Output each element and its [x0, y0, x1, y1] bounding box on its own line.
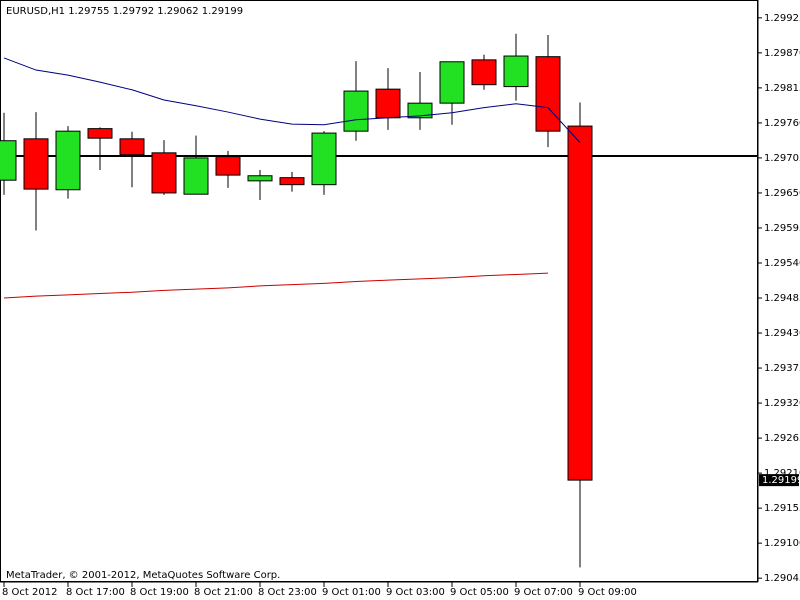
y-tick-label: 1.29760: [764, 118, 800, 129]
y-tick-label: 1.29210: [764, 468, 800, 479]
candle-body: [407, 102, 433, 119]
candle-body: [183, 157, 209, 195]
moving-average-line: [3, 57, 581, 143]
x-tick-label: 9 Oct 09:00: [578, 587, 637, 598]
candle-body: [439, 61, 465, 104]
candle-body: [215, 156, 241, 176]
candle-body: [567, 125, 593, 481]
y-tick-label: 1.29155: [764, 503, 800, 514]
chart-title: EURUSD,H1 1.29755 1.29792 1.29062 1.2919…: [6, 6, 243, 17]
y-tick-label: 1.29100: [764, 538, 800, 549]
candle-body: [503, 55, 529, 88]
candle-body: [23, 138, 49, 190]
price-label: 1.29199: [762, 475, 800, 486]
y-tick-label: 1.29650: [764, 188, 800, 199]
candle-body: [55, 130, 81, 191]
y-tick-label: 1.29045: [764, 573, 800, 584]
x-tick-label: 9 Oct 07:00: [514, 587, 573, 598]
x-tick-label: 8 Oct 17:00: [66, 587, 125, 598]
candle-body: [0, 140, 17, 181]
x-tick-label: 9 Oct 01:00: [322, 587, 381, 598]
watermark: MetaTrader, © 2001-2012, MetaQuotes Soft…: [6, 570, 280, 581]
candle-body: [311, 132, 337, 186]
y-tick-label: 1.29430: [764, 328, 800, 339]
candle-body: [87, 128, 113, 139]
price-label-box: [759, 474, 799, 487]
y-tick-label: 1.29595: [764, 223, 800, 234]
y-tick-label: 1.29265: [764, 433, 800, 444]
candle-body: [279, 177, 305, 186]
x-tick-label: 9 Oct 05:00: [450, 587, 509, 598]
y-tick-label: 1.29375: [764, 363, 800, 374]
candle-body: [343, 90, 369, 132]
y-tick-label: 1.29815: [764, 83, 800, 94]
x-tick-label: 9 Oct 03:00: [386, 587, 445, 598]
x-tick-label: 8 Oct 2012: [2, 587, 57, 598]
y-tick-label: 1.29705: [764, 153, 800, 164]
moving-average-line: [3, 272, 549, 299]
plot-frame: [0, 0, 758, 582]
y-tick-label: 1.29320: [764, 398, 800, 409]
y-tick-label: 1.29925: [764, 13, 800, 24]
candle-body: [375, 88, 401, 119]
x-tick-label: 8 Oct 19:00: [130, 587, 189, 598]
candle-body: [535, 56, 561, 132]
candle-body: [151, 152, 177, 194]
y-tick-label: 1.29485: [764, 293, 800, 304]
y-tick-label: 1.29870: [764, 48, 800, 59]
x-tick-label: 8 Oct 23:00: [258, 587, 317, 598]
candle-body: [119, 138, 145, 156]
y-tick-label: 1.29540: [764, 258, 800, 269]
candle-body: [247, 175, 273, 182]
candle-body: [471, 59, 497, 86]
x-tick-label: 8 Oct 21:00: [194, 587, 253, 598]
